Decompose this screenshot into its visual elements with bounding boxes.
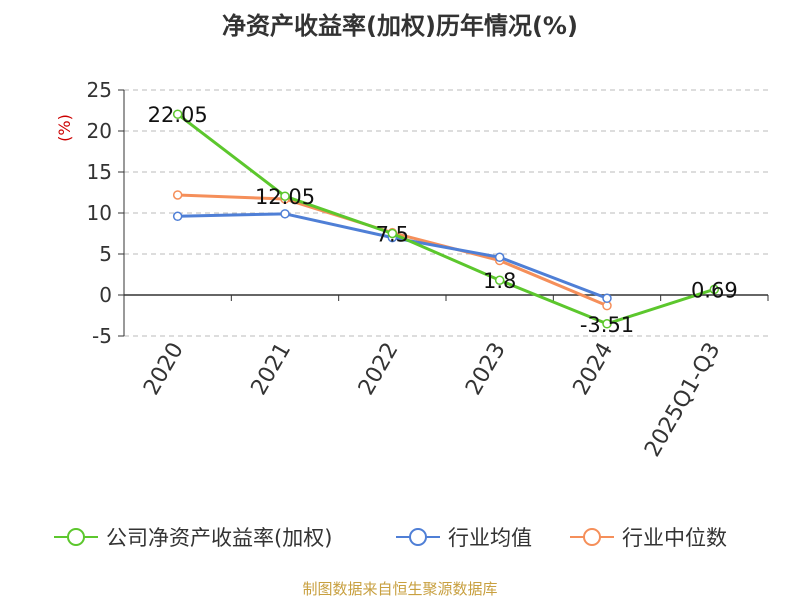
data-label: 22.05 (148, 103, 208, 127)
legend-label: 行业均值 (448, 526, 532, 550)
y-tick-label: 5 (99, 242, 112, 266)
x-tick-label: 2024 (569, 339, 619, 400)
data-point[interactable] (172, 190, 183, 200)
data-label: 12.05 (255, 185, 315, 209)
legend-swatch-icon (396, 528, 440, 546)
x-tick-label: 2025Q1-Q3 (640, 339, 725, 462)
y-tick-label: 25 (87, 78, 112, 102)
axes: -5 0 5 10 15 20 25 2020 2021 2022 2023 2024 2025Q1-Q… (55, 78, 769, 462)
legend-item-company[interactable]: 公司净资产收益率(加权) (54, 520, 332, 554)
series-line (176, 112, 715, 326)
legend-swatch-icon (54, 528, 98, 546)
y-tick-label: 20 (87, 119, 112, 143)
data-point[interactable] (602, 293, 612, 304)
y-tick-label: 15 (87, 160, 112, 184)
y-tick-label: 10 (87, 201, 112, 225)
data-point[interactable] (602, 319, 612, 329)
data-label: -3.51 (580, 313, 634, 337)
chart-title: 净资产收益率(加权)历年情况(%) (222, 12, 578, 40)
x-tick-label: 2023 (461, 338, 511, 399)
legend: 公司净资产收益率(加权) 行业均值 行业中位数 (0, 520, 800, 554)
data-point[interactable] (387, 228, 398, 239)
data-label: 0.69 (691, 278, 738, 302)
data-point[interactable] (172, 109, 183, 119)
data-point[interactable] (280, 191, 290, 201)
legend-label: 公司净资产收益率(加权) (106, 526, 333, 550)
data-point[interactable] (494, 275, 505, 285)
data-point[interactable] (494, 252, 505, 263)
x-tick-label: 2022 (354, 339, 404, 400)
legend-item-industry-median[interactable]: 行业中位数 (570, 520, 727, 554)
legend-label: 行业中位数 (622, 526, 727, 550)
legend-item-industry-mean[interactable]: 行业均值 (396, 520, 532, 554)
y-tick-label: -5 (92, 324, 112, 348)
data-point[interactable] (172, 211, 183, 222)
x-tick-label: 2020 (139, 339, 189, 400)
data-label: 1.8 (483, 269, 516, 293)
series-lines (172, 109, 720, 329)
series-line (177, 193, 608, 308)
source-note: 制图数据来自恒生聚源数据库 (302, 580, 498, 598)
y-axis-label: (%) (55, 114, 74, 142)
data-labels: 22.05 12.05 7.5 1.8 -3.51 0.69 (148, 103, 738, 337)
legend-swatch-icon (570, 528, 614, 546)
data-point[interactable] (709, 284, 720, 295)
data-label: 7.5 (376, 223, 409, 247)
y-tick-label: 0 (99, 283, 112, 307)
data-point[interactable] (280, 209, 290, 219)
x-tick-label: 2021 (247, 339, 297, 400)
